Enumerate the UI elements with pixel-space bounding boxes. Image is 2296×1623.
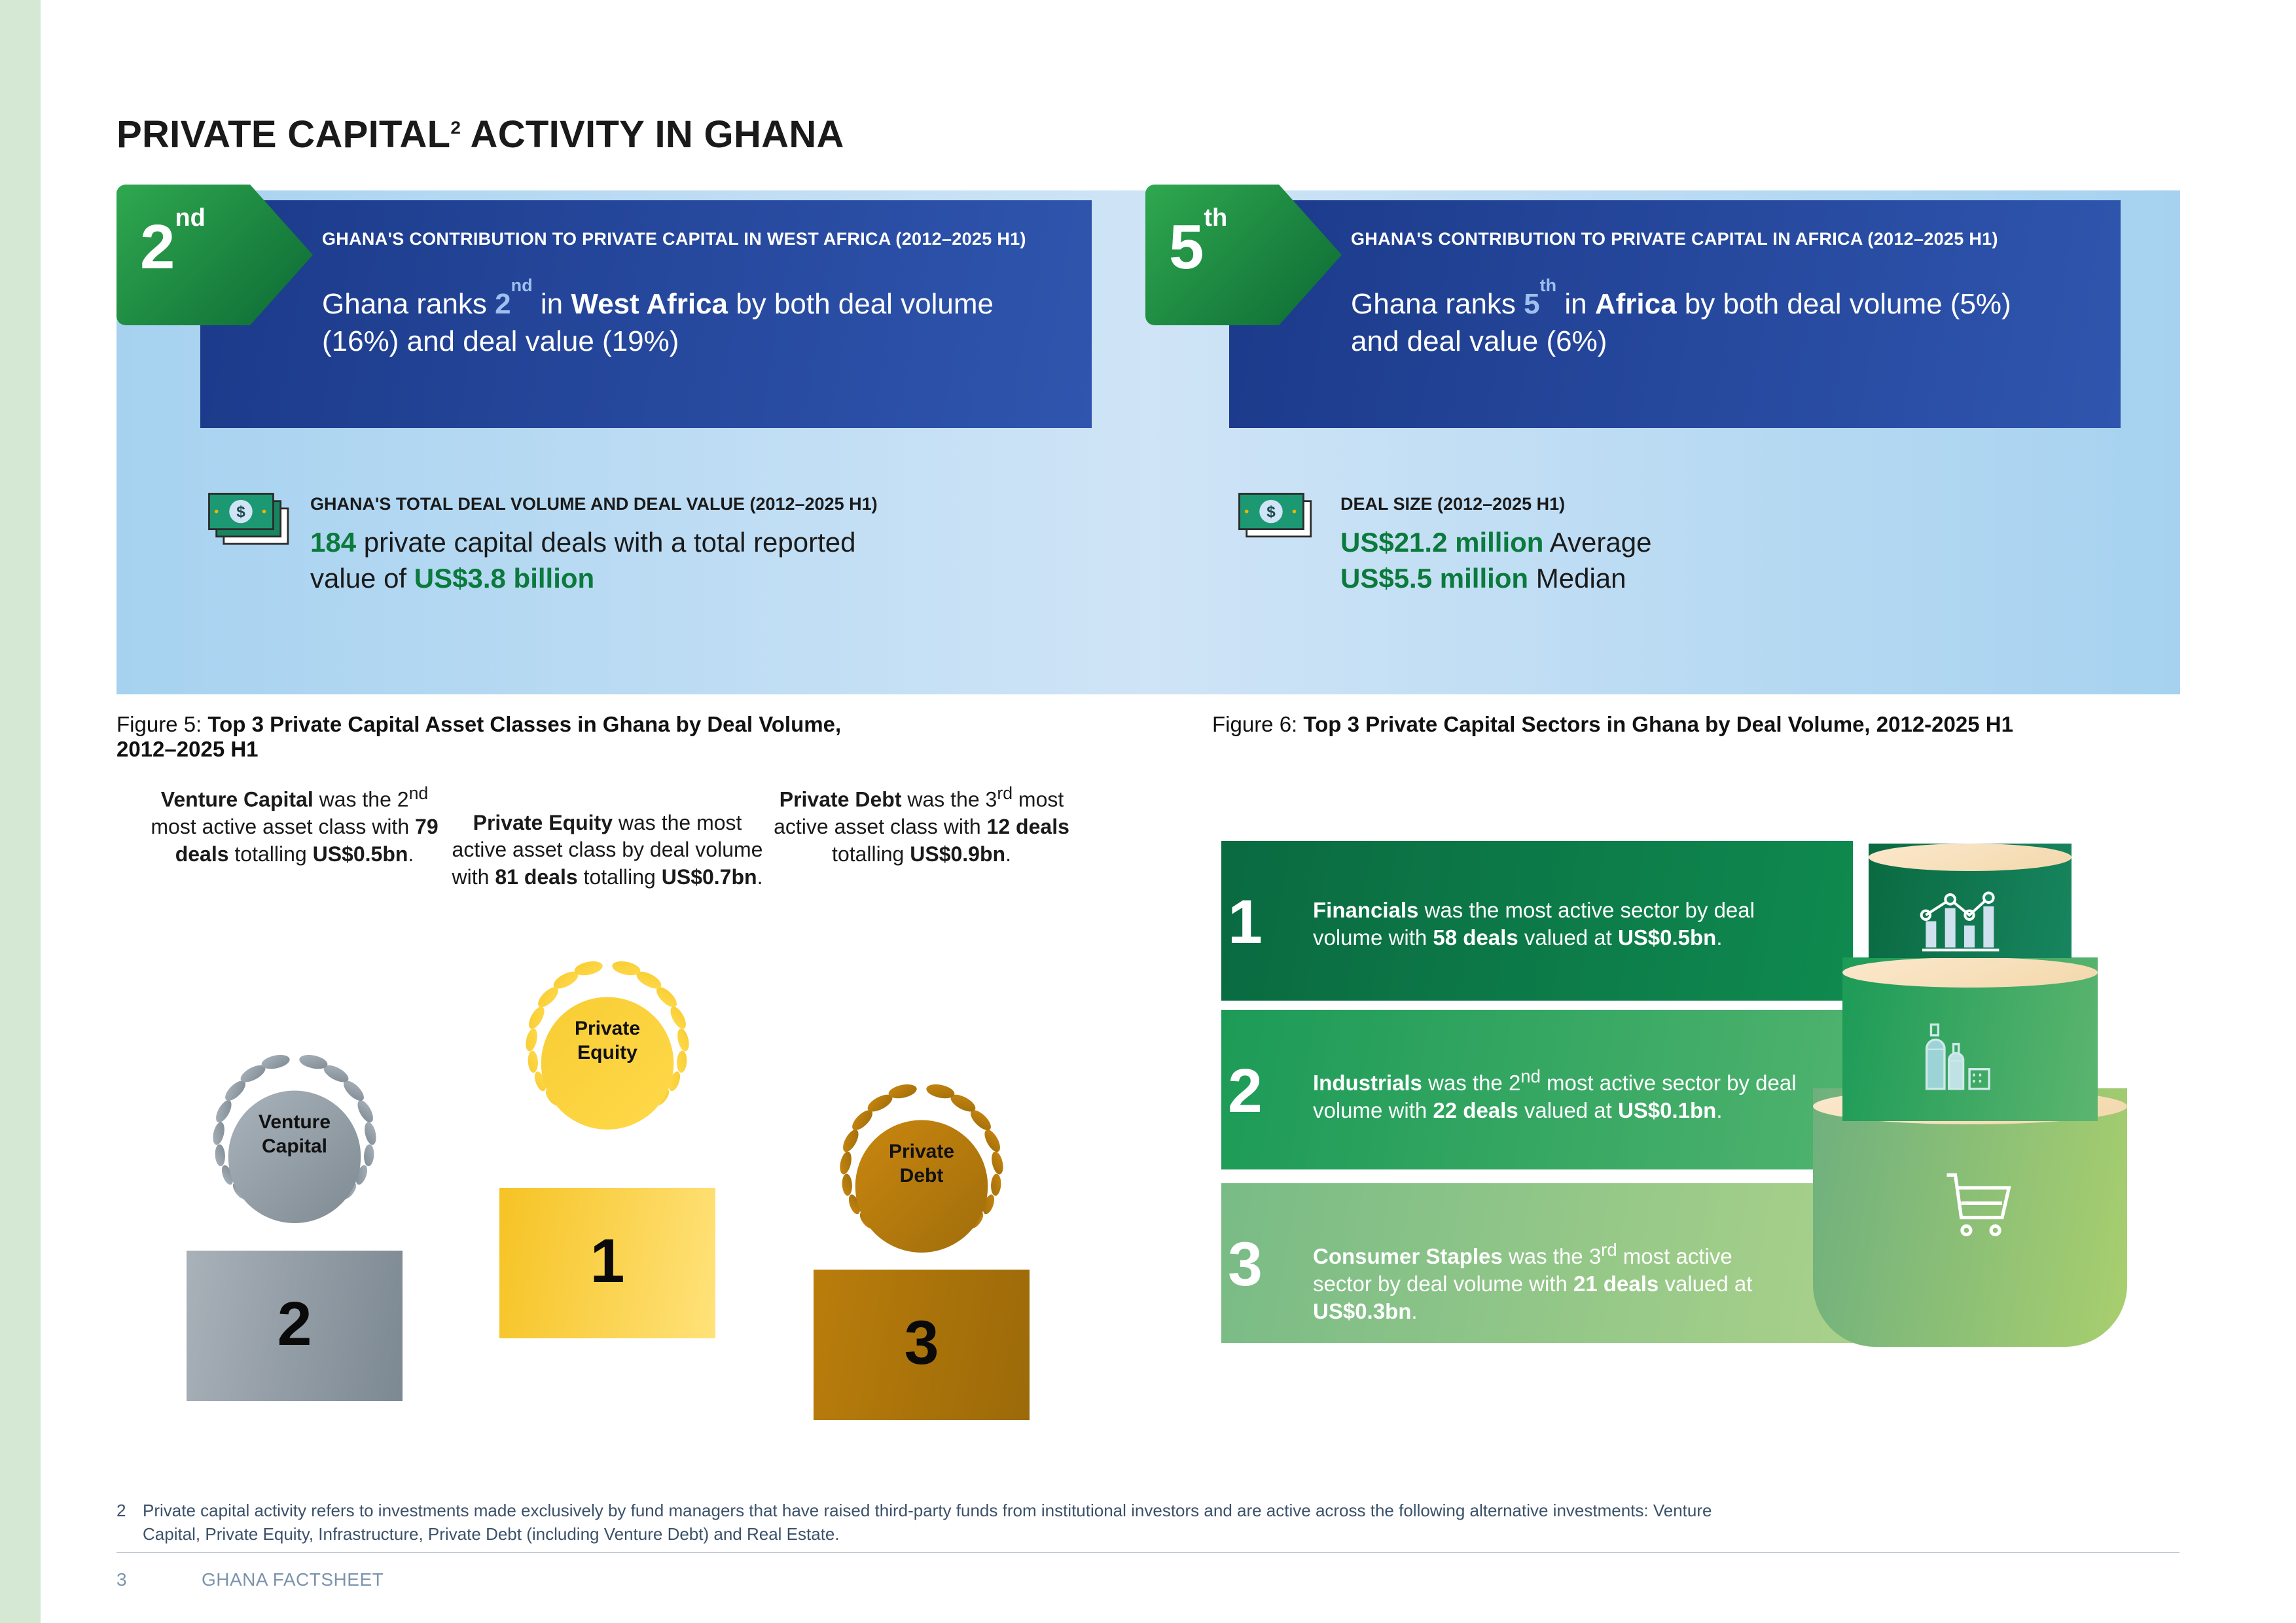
svg-text:$: $ [1266,503,1276,521]
svg-text:$: $ [236,503,245,521]
